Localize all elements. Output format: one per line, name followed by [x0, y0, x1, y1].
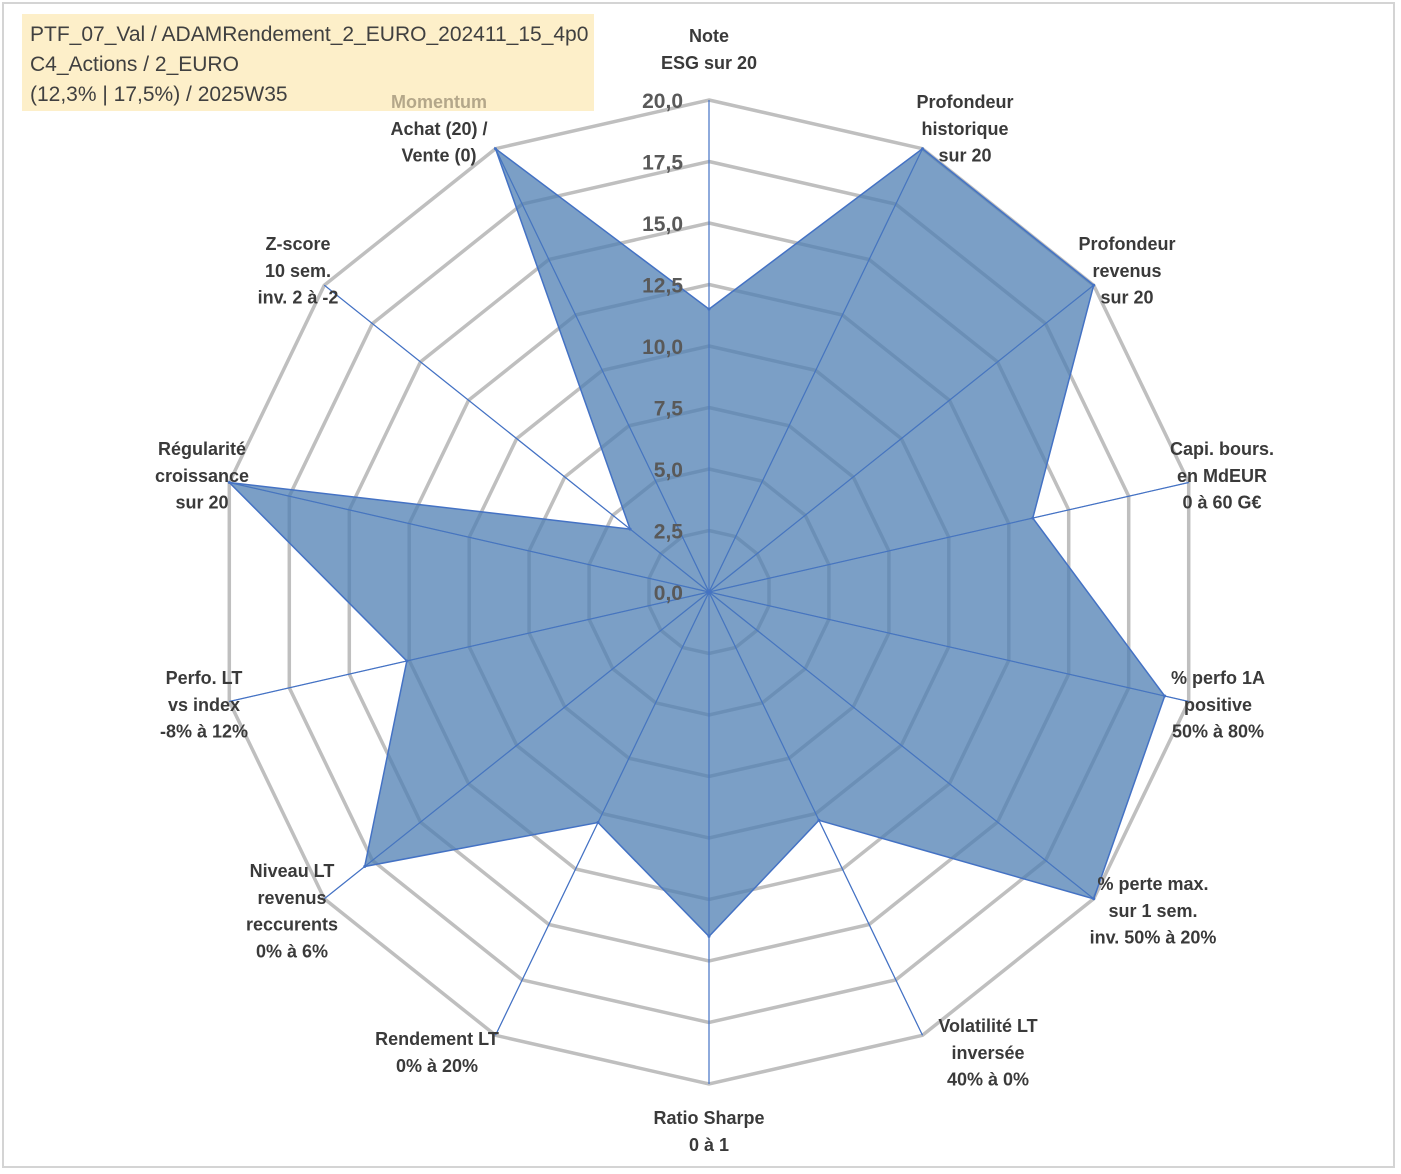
axis-spoke-overlay-10: [229, 591, 710, 702]
axis-label-line: revenus: [1092, 261, 1161, 281]
tick-label-8: 20,0: [642, 90, 683, 113]
axis-spoke-overlay-5: [708, 591, 1095, 900]
axis-label-line: 10 sem.: [265, 261, 331, 281]
tick-label-7: 17,5: [642, 152, 683, 175]
axis-label-5: % perte max. sur 1 sem. inv. 50% à 20%: [1090, 874, 1217, 948]
axis-label-line: Note: [689, 26, 729, 46]
axis-label-line: sur 20: [1100, 288, 1153, 308]
data-point-9: [363, 865, 367, 868]
data-point-6: [817, 818, 821, 822]
axis-label-6: Volatilité LT inversée 40% à 0%: [938, 1016, 1037, 1090]
axis-label-line: revenus: [257, 888, 326, 908]
tick-label-6: 15,0: [642, 213, 683, 236]
axis-spoke-overlay-2: [708, 284, 1095, 593]
axis-label-0: Note ESG sur 20: [661, 26, 757, 73]
axis-label-line: Ratio Sharpe: [653, 1108, 764, 1128]
axis-label-line: Régularité: [158, 439, 246, 459]
axis-label-line: Momentum: [391, 92, 487, 112]
data-point-7: [707, 934, 711, 938]
info-line-portfolio: PTF_07_Val / ADAMRendement_2_EURO_202411…: [30, 23, 589, 46]
axis-label-line: 0 à 60 G€: [1182, 493, 1261, 513]
data-point-3: [1031, 516, 1035, 520]
axis-label-7: Ratio Sharpe 0 à 1: [653, 1108, 764, 1155]
data-point-13: [494, 147, 497, 151]
axis-spoke-overlay-6: [708, 591, 923, 1036]
axis-label-line: inversée: [951, 1043, 1024, 1063]
tick-label-5: 12,5: [642, 275, 683, 298]
axis-label-line: Perfo. LT: [166, 668, 243, 688]
axis-label-11: Régularité croissance sur 20: [155, 439, 249, 513]
data-point-5: [1092, 897, 1096, 901]
axis-label-line: reccurents: [246, 915, 338, 935]
axis-label-12: Z-score 10 sem. inv. 2 à -2: [258, 234, 339, 308]
axis-spoke-overlay-12: [323, 284, 710, 593]
axis-label-line: Profondeur: [1079, 234, 1176, 254]
axis-spoke-overlay-4: [708, 591, 1189, 702]
axis-label-line: Vente (0): [401, 146, 476, 166]
info-line-stats: (12,3% | 17,5%) / 2025W35: [30, 83, 288, 106]
axis-label-10: Perfo. LT vs index -8% à 12%: [160, 668, 248, 742]
axis-labels: Note ESG sur 20 Profondeur historique sur 20…: [155, 26, 1274, 1155]
axis-label-line: sur 20: [175, 493, 228, 513]
axis-label-line: Volatilité LT: [938, 1016, 1037, 1036]
data-point-4: [1163, 694, 1167, 698]
axis-label-line: sur 20: [938, 146, 991, 166]
series-area: [227, 100, 1189, 1084]
axis-label-line: positive: [1184, 695, 1252, 715]
axis-label-3: Capi. bours. en MdEUR 0 à 60 G€: [1170, 439, 1274, 513]
axis-label-line: % perte max.: [1097, 874, 1208, 894]
tick-label-2: 5,0: [654, 459, 683, 482]
axis-spoke-overlay-1: [708, 148, 923, 593]
axis-label-line: 0% à 6%: [256, 941, 328, 961]
series-polygon: [227, 146, 1166, 938]
axis-label-1: Profondeur historique sur 20: [917, 92, 1014, 166]
data-point-2: [1092, 283, 1096, 287]
data-point-12: [628, 527, 632, 531]
axis-label-line: Achat (20) /: [390, 119, 487, 139]
axis-spoke-overlay-3: [708, 482, 1189, 593]
tick-label-4: 10,0: [642, 336, 683, 359]
axis-label-line: en MdEUR: [1177, 466, 1267, 486]
data-point-0: [707, 307, 711, 311]
axis-label-8: Rendement LT 0% à 20%: [375, 1029, 499, 1076]
axis-spoke-overlay-9: [323, 591, 710, 900]
data-point-10: [405, 659, 409, 663]
axis-label-line: inv. 50% à 20%: [1090, 928, 1217, 948]
data-point-1: [921, 147, 924, 151]
axis-label-line: 50% à 80%: [1172, 722, 1264, 742]
axis-label-line: Rendement LT: [375, 1029, 499, 1049]
axis-label-line: croissance: [155, 466, 249, 486]
axis-label-9: Niveau LT revenus reccurents 0% à 6%: [246, 861, 338, 961]
tick-label-1: 2,5: [654, 521, 684, 544]
axis-label-line: 0 à 1: [689, 1135, 729, 1155]
axis-spoke-overlay-8: [495, 591, 710, 1036]
axis-spoke-overlay-11: [229, 482, 710, 593]
axis-label-line: historique: [921, 119, 1008, 139]
axis-label-13: Momentum Achat (20) / Vente (0): [390, 92, 487, 166]
axis-label-line: ESG sur 20: [661, 53, 757, 73]
axis-label-line: Z-score: [265, 234, 330, 254]
data-point-11: [227, 481, 231, 484]
info-box: PTF_07_Val / ADAMRendement_2_EURO_202411…: [22, 14, 594, 111]
radial-tick-labels: 0,0 2,5 5,0 7,5 10,0 12,5 15,0 17,5 20,0: [642, 90, 683, 605]
axis-label-line: -8% à 12%: [160, 722, 248, 742]
axis-label-line: vs index: [168, 695, 240, 715]
axis-label-line: Niveau LT: [250, 861, 335, 881]
axis-label-4: % perfo 1A positive 50% à 80%: [1171, 668, 1265, 742]
axis-label-line: 0% à 20%: [396, 1056, 478, 1076]
axis-label-line: 40% à 0%: [947, 1070, 1029, 1090]
axis-label-line: % perfo 1A: [1171, 668, 1265, 688]
data-point-8: [596, 821, 600, 824]
axis-spoke-overlay-13: [495, 148, 710, 593]
info-line-category: C4_Actions / 2_EURO: [30, 53, 239, 76]
tick-label-0: 0,0: [654, 582, 683, 605]
axis-label-line: sur 1 sem.: [1108, 901, 1197, 921]
axis-label-line: Profondeur: [917, 92, 1014, 112]
axis-label-2: Profondeur revenus sur 20: [1079, 234, 1176, 308]
axis-label-line: inv. 2 à -2: [258, 288, 339, 308]
axis-label-line: Capi. bours.: [1170, 439, 1274, 459]
tick-label-3: 7,5: [654, 398, 684, 421]
